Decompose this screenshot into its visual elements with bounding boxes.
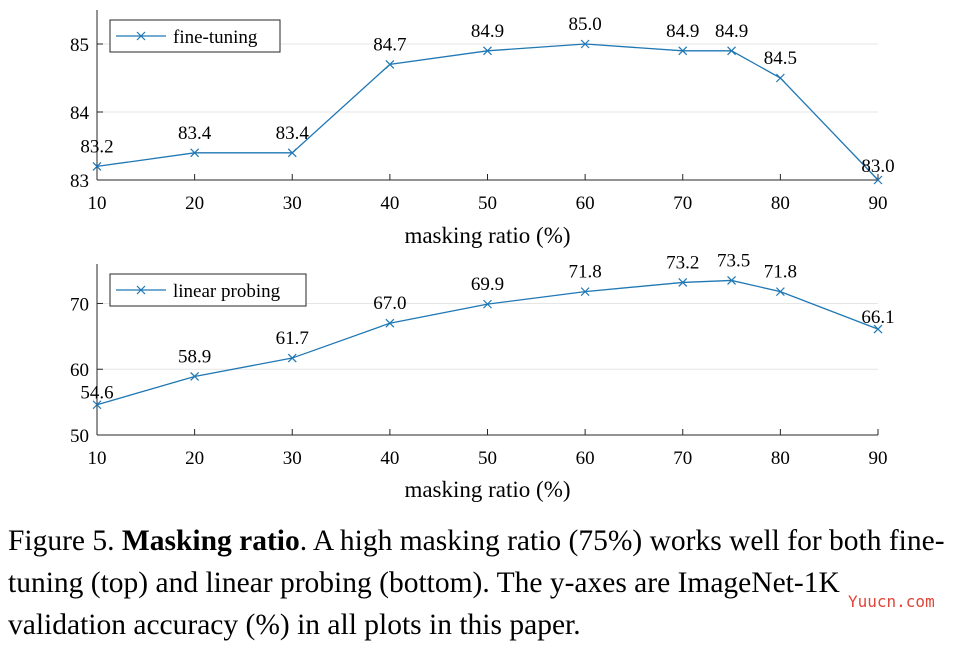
data-point-marker xyxy=(678,277,688,287)
masking-ratio-figure: 83 84 85 10 20 30 40 50 60 70 80 90 masking ratio (%… xyxy=(70,10,895,502)
watermark: Yuucn.com xyxy=(848,592,935,611)
x-tick-label: 40 xyxy=(380,193,399,214)
chart-panel-1: 83 84 85 10 20 30 40 50 60 70 80 90 masking ratio (%… xyxy=(70,10,895,248)
legend-label: linear probing xyxy=(173,281,281,302)
legend-marker xyxy=(136,31,146,41)
y-tick-label: 70 xyxy=(70,294,89,315)
x-tick-label: 50 xyxy=(478,193,497,214)
y-tick-label: 83 xyxy=(70,171,89,192)
data-point-marker xyxy=(727,276,736,285)
data-point-marker xyxy=(580,39,590,49)
data-label: 61.7 xyxy=(276,328,309,349)
figure-caption: Figure 5. Masking ratio. A high masking … xyxy=(8,520,953,646)
x-tick-label: 20 xyxy=(185,193,204,214)
data-point-marker xyxy=(580,287,590,297)
x-tick-label: 30 xyxy=(283,448,302,469)
data-label: 83.0 xyxy=(861,156,894,177)
data-label: 85.0 xyxy=(569,14,602,35)
x-tick-label: 80 xyxy=(771,448,790,469)
data-point-marker xyxy=(678,46,688,56)
data-label: 67.0 xyxy=(373,293,406,314)
data-point-marker xyxy=(287,353,297,363)
data-label: 54.6 xyxy=(80,383,113,404)
x-tick-label: 90 xyxy=(869,193,888,214)
x-tick-label: 40 xyxy=(380,448,399,469)
data-point-marker xyxy=(190,148,200,158)
data-point-marker xyxy=(873,324,883,334)
x-tick-label: 70 xyxy=(673,448,692,469)
data-label: 71.8 xyxy=(569,262,602,283)
data-label: 84.7 xyxy=(373,34,406,55)
x-tick-label: 50 xyxy=(478,448,497,469)
data-point-marker xyxy=(287,148,297,158)
data-point-marker xyxy=(190,372,200,381)
data-label: 73.2 xyxy=(666,252,699,273)
data-point-marker xyxy=(483,299,492,309)
x-axis-label: masking ratio (%) xyxy=(404,223,570,248)
data-label: 66.1 xyxy=(861,307,894,328)
data-label: 71.8 xyxy=(764,262,797,283)
x-tick-label: 10 xyxy=(88,448,107,469)
data-label: 83.4 xyxy=(178,123,212,144)
x-tick-label: 80 xyxy=(771,193,790,214)
y-tick-label: 85 xyxy=(70,35,89,56)
data-point-marker xyxy=(385,59,395,69)
data-label: 84.9 xyxy=(715,21,748,42)
data-point-marker xyxy=(775,287,785,297)
y-tick-label: 84 xyxy=(70,103,90,124)
data-label: 83.2 xyxy=(80,136,113,157)
data-point-marker xyxy=(92,161,102,171)
x-tick-label: 60 xyxy=(576,193,595,214)
x-tick-label: 20 xyxy=(185,448,204,469)
data-point-marker xyxy=(92,400,102,410)
data-point-marker xyxy=(727,46,736,56)
series-line xyxy=(96,43,879,181)
data-point-marker xyxy=(385,318,395,328)
data-label: 58.9 xyxy=(178,346,211,367)
y-tick-label: 60 xyxy=(70,360,89,381)
legend-label: fine-tuning xyxy=(173,27,258,48)
x-tick-label: 30 xyxy=(283,193,302,214)
x-axis-label: masking ratio (%) xyxy=(404,477,570,502)
data-label: 69.9 xyxy=(471,274,504,295)
series-line xyxy=(96,279,879,406)
data-point-marker xyxy=(873,175,883,185)
caption-text: . A high masking ratio (75%) works well … xyxy=(8,525,945,641)
data-label: 84.5 xyxy=(764,48,797,69)
legend-marker xyxy=(136,285,146,295)
chart-panel-2: 50 60 70 10 20 30 40 50 60 70 80 90 masking ratio (%… xyxy=(70,250,895,502)
caption-prefix: Figure 5. xyxy=(8,525,122,557)
data-label: 73.5 xyxy=(717,250,750,271)
x-tick-label: 10 xyxy=(88,193,107,214)
x-tick-label: 90 xyxy=(869,448,888,469)
data-point-marker xyxy=(775,73,785,83)
x-tick-label: 60 xyxy=(576,448,595,469)
data-label: 84.9 xyxy=(666,21,699,42)
x-tick-label: 70 xyxy=(673,193,692,214)
data-label: 84.9 xyxy=(471,21,504,42)
y-tick-label: 50 xyxy=(70,426,89,447)
caption-bold-title: Masking ratio xyxy=(121,525,300,557)
data-point-marker xyxy=(483,46,492,56)
data-label: 83.4 xyxy=(276,123,310,144)
